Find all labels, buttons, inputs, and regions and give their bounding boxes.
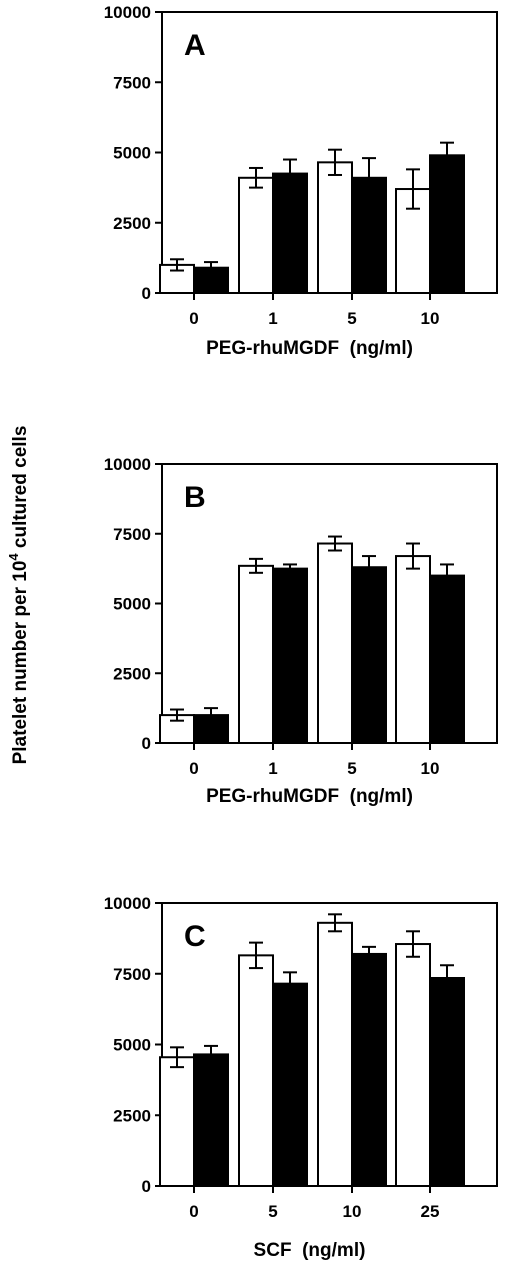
x-tick-label: 25: [421, 1202, 440, 1221]
panel-letter: B: [184, 481, 206, 514]
y-tick-label: 5000: [113, 595, 151, 614]
open-bar: [238, 954, 274, 1187]
filled-bar: [429, 976, 465, 1187]
y-tick-label: 0: [142, 734, 151, 753]
filled-bar: [272, 172, 308, 294]
filled-bar: [193, 266, 229, 294]
y-tick-label: 0: [142, 284, 151, 303]
y-axis-label-superscript: 4: [6, 553, 21, 561]
open-bar: [317, 161, 353, 294]
panel-b: 0 2500 5000 7500 10000 B 0 1 5 10 PEG-rhuMGDF (ng/…: [104, 455, 498, 807]
x-tick-label: 10: [421, 759, 440, 778]
filled-bar: [351, 566, 387, 744]
panel-a: 0 2500 5000 7500 10000 A 0 1 5 10 PEG-rhuMGDF (ng/…: [104, 3, 498, 359]
x-axis-label: SCF (ng/ml): [254, 1240, 366, 1261]
panel-letter: C: [184, 920, 206, 953]
y-tick-label: 2500: [113, 214, 151, 233]
open-bar: [238, 564, 274, 745]
x-tick-label: 1: [268, 759, 277, 778]
x-tick-label: 5: [347, 759, 356, 778]
x-tick-label: 0: [189, 309, 198, 328]
y-tick-label: 5000: [113, 144, 151, 163]
y-tick-label: 2500: [113, 1106, 151, 1125]
x-tick-label: 5: [347, 309, 356, 328]
open-bar: [238, 176, 274, 294]
y-tick-label: 2500: [113, 664, 151, 683]
y-axis-label: Platelet number per 104 cultured cells: [6, 426, 31, 765]
y-tick-label: 7500: [113, 965, 151, 984]
x-axis-label: PEG-rhuMGDF (ng/ml): [206, 786, 413, 807]
filled-bar: [272, 567, 308, 744]
y-tick-label: 7500: [113, 525, 151, 544]
y-tick-label: 7500: [113, 73, 151, 92]
y-tick-label: 10000: [104, 894, 151, 913]
panel-letter: A: [184, 29, 206, 62]
filled-bar: [351, 952, 387, 1187]
open-bar: [317, 921, 353, 1187]
filled-bar: [429, 154, 465, 294]
open-bar: [395, 943, 431, 1187]
filled-bar: [429, 574, 465, 744]
x-tick-label: 1: [268, 309, 277, 328]
y-tick-label: 5000: [113, 1036, 151, 1055]
filled-bar: [193, 1053, 229, 1188]
y-tick-label: 0: [142, 1177, 151, 1196]
x-tick-label: 10: [343, 1202, 362, 1221]
y-tick-label: 10000: [104, 455, 151, 474]
open-bar: [395, 555, 431, 744]
panel-c: 0 2500 5000 7500 10000 C 0 5 10 25 SCF (ng/ml): [104, 894, 498, 1261]
filled-bar: [272, 982, 308, 1188]
x-tick-label: 5: [268, 1202, 277, 1221]
open-bar: [159, 1056, 195, 1187]
x-tick-label: 10: [421, 309, 440, 328]
x-tick-label: 0: [189, 1202, 198, 1221]
x-axis-label: PEG-rhuMGDF (ng/ml): [206, 338, 413, 359]
x-tick-label: 0: [189, 759, 198, 778]
y-tick-label: 10000: [104, 3, 151, 22]
open-bar: [317, 542, 353, 745]
